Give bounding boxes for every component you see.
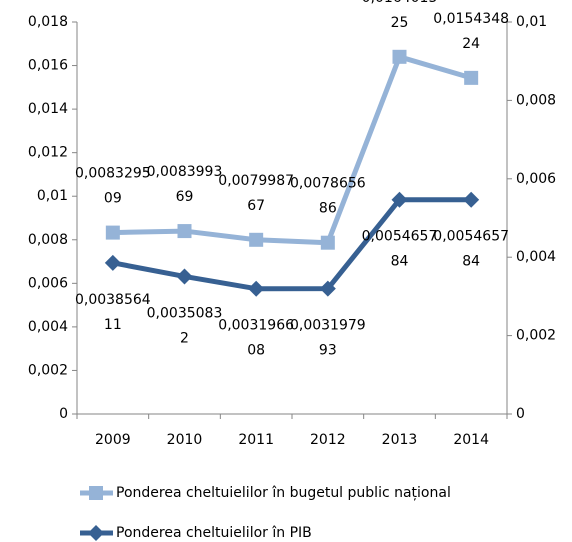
y-tick-label: 0,012	[28, 145, 68, 161]
y2-tick-label: 0	[516, 406, 525, 422]
data-label: 0,0054657 84	[433, 229, 509, 270]
x-tick-label: 2012	[310, 432, 346, 448]
point	[105, 225, 120, 240]
legend-label: Ponderea cheltuielilor în PIB	[116, 525, 312, 541]
y-tick-label: 0	[59, 406, 68, 422]
x-tick-label: 2010	[167, 432, 203, 448]
legend-marker	[88, 525, 104, 541]
legend-label: Ponderea cheltuielilor în bugetul public…	[116, 485, 451, 501]
y-tick-label: 0,002	[28, 362, 68, 378]
data-label: 0,0083295 09	[75, 166, 151, 207]
point	[463, 191, 480, 208]
y-tick-label: 0,008	[28, 232, 68, 248]
data-label: 0,016401525	[362, 0, 438, 31]
y-tick-label: 0,006	[28, 275, 68, 291]
point	[392, 49, 407, 64]
y-tick-label: 0,01	[37, 188, 68, 204]
point	[391, 191, 408, 208]
point	[104, 254, 121, 271]
point	[320, 235, 335, 250]
data-label: 0,0031966 08	[218, 318, 294, 359]
data-label: 0,0079987 67	[218, 173, 294, 214]
data-label: 0,0038564 11	[75, 292, 151, 333]
data-label: 0,0154348 24	[433, 11, 509, 52]
point	[176, 268, 193, 285]
y2-tick-label: 0,002	[516, 328, 556, 344]
data-label: 0,0078656 86	[290, 176, 366, 217]
y2-tick-label: 0,004	[516, 249, 556, 265]
point	[248, 280, 265, 297]
legend-marker	[89, 486, 103, 500]
point	[249, 232, 264, 247]
x-tick-label: 2013	[382, 432, 418, 448]
point	[177, 224, 192, 239]
y-tick-label: 0,016	[28, 58, 68, 74]
x-tick-label: 2009	[95, 432, 131, 448]
data-label: 0,0031979 93	[290, 318, 366, 359]
point	[464, 70, 479, 85]
y-tick-label: 0,018	[28, 14, 68, 30]
x-tick-label: 2011	[238, 432, 274, 448]
x-tick-label: 2014	[453, 432, 489, 448]
series-line	[112, 197, 472, 292]
y2-tick-label: 0,01	[516, 14, 547, 30]
series-line	[112, 54, 472, 246]
data-label: 0,0083993 69	[147, 164, 223, 205]
point	[319, 280, 336, 297]
y-tick-label: 0,004	[28, 319, 68, 335]
y2-tick-label: 0,006	[516, 171, 556, 187]
y-tick-label: 0,014	[28, 101, 68, 117]
data-label: 0,0054657 84	[362, 229, 438, 270]
y2-tick-label: 0,008	[516, 92, 556, 108]
data-label: 0,0035083 2	[147, 305, 223, 346]
